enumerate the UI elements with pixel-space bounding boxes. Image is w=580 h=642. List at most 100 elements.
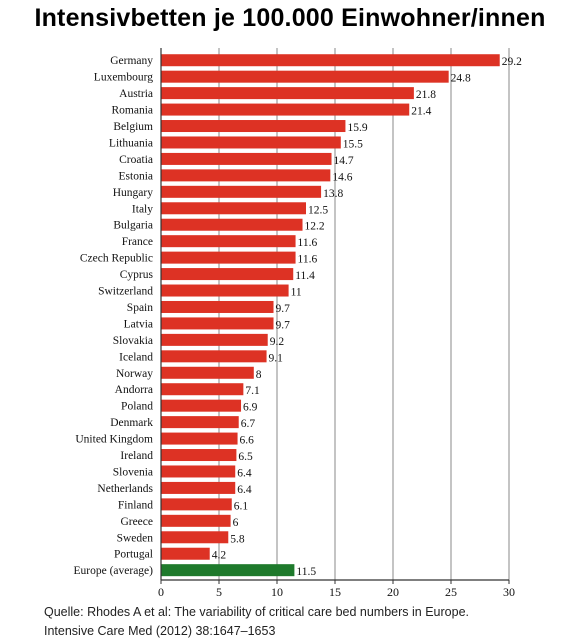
bar	[161, 498, 232, 511]
bar	[161, 87, 414, 100]
value-label: 13.8	[323, 188, 343, 200]
x-tick-label: 5	[216, 585, 222, 599]
category-label: United Kingdom	[75, 434, 153, 446]
value-label: 15.5	[343, 138, 363, 150]
bar	[161, 465, 236, 478]
slide-title: Intensivbetten je 100.000 Einwohner/inne…	[34, 4, 546, 32]
bar	[161, 383, 244, 396]
bar	[161, 531, 229, 544]
source-line-2: Intensive Care Med (2012) 38:1647–1653	[44, 624, 276, 638]
category-label: Belgium	[113, 121, 153, 133]
x-tick-label: 25	[445, 585, 457, 599]
category-label: Austria	[119, 88, 153, 100]
value-label: 11.6	[298, 254, 318, 266]
x-tick-label: 15	[329, 585, 341, 599]
bar	[161, 399, 242, 412]
value-label: 11	[291, 287, 302, 299]
bar	[161, 350, 267, 363]
category-label: Greece	[120, 516, 153, 528]
bar	[161, 202, 306, 215]
bar	[161, 70, 449, 83]
bar	[161, 251, 296, 264]
category-label: Norway	[116, 368, 153, 380]
value-label: 24.8	[451, 73, 471, 85]
value-label: 6.1	[234, 500, 249, 512]
bar	[161, 284, 289, 297]
category-label: Bulgaria	[113, 220, 153, 232]
value-label: 21.8	[416, 89, 436, 101]
value-label: 11.6	[298, 237, 318, 249]
category-label: Sweden	[117, 532, 154, 544]
bar	[161, 103, 410, 116]
value-label: 8	[256, 369, 262, 381]
bar	[161, 169, 331, 182]
bar	[161, 514, 231, 527]
value-label: 6.7	[241, 418, 256, 430]
bar	[161, 547, 210, 560]
value-label: 14.7	[334, 155, 354, 167]
bar	[161, 54, 500, 67]
value-label: 6.4	[237, 484, 252, 496]
category-labels: Germany Luxembourg Austria Romania Belgium Li…	[74, 55, 154, 577]
category-label: Luxembourg	[94, 72, 153, 84]
value-label: 9.2	[270, 336, 285, 348]
value-label: 9.7	[276, 319, 291, 331]
bar	[161, 152, 332, 165]
category-label: Iceland	[119, 351, 153, 363]
value-labels: 29.2 24.8 21.8 21.4 15.9 15.5 14.7 14.6 13.8 12.5…	[212, 56, 522, 578]
category-label: Portugal	[114, 549, 153, 561]
value-label: 6.9	[243, 402, 258, 414]
bar	[161, 300, 274, 313]
bars	[161, 54, 500, 577]
x-tick-label: 0	[158, 585, 164, 599]
source-line-1: Quelle: Rhodes A et al: The variability …	[44, 605, 469, 619]
bar	[161, 333, 268, 346]
category-label: Estonia	[119, 170, 154, 182]
category-label: Croatia	[119, 154, 153, 166]
category-label: Latvia	[124, 318, 153, 330]
value-label: 9.1	[269, 352, 284, 364]
bar	[161, 432, 238, 445]
x-tick-label: 30	[503, 585, 515, 599]
bar	[161, 235, 296, 248]
category-label: Europe (average)	[74, 565, 154, 577]
x-tick-label: 10	[271, 585, 283, 599]
value-label: 4.2	[212, 550, 227, 562]
category-label: Slovakia	[113, 335, 153, 347]
category-label: Denmark	[110, 417, 153, 429]
value-label: 15.9	[347, 122, 367, 134]
category-label: France	[122, 236, 153, 248]
bar	[161, 449, 237, 462]
category-label: Ireland	[120, 450, 153, 462]
category-label: Cyprus	[120, 269, 154, 281]
value-label: 5.8	[230, 533, 245, 545]
category-label: Lithuania	[109, 137, 153, 149]
bar	[161, 317, 274, 330]
x-tick-label: 20	[387, 585, 399, 599]
value-label: 6	[233, 517, 239, 529]
bar	[161, 268, 294, 281]
value-label: 12.2	[305, 221, 325, 233]
bar	[161, 366, 254, 379]
bar	[161, 185, 322, 198]
category-label: Finland	[118, 499, 153, 511]
category-label: Italy	[132, 203, 153, 215]
bar	[161, 120, 346, 133]
value-label: 11.5	[296, 566, 316, 578]
bar	[161, 136, 341, 149]
x-axis: 0 5 10 15 20 25 30	[158, 48, 515, 599]
value-label: 11.4	[295, 270, 315, 282]
bar	[161, 416, 239, 429]
bar	[161, 218, 303, 231]
category-label: Czech Republic	[80, 253, 153, 265]
category-label: Andorra	[115, 384, 153, 396]
value-label: 7.1	[245, 385, 260, 397]
value-label: 9.7	[276, 303, 291, 315]
category-label: Poland	[121, 401, 153, 413]
source-citation: Quelle: Rhodes A et al: The variability …	[44, 603, 469, 641]
category-label: Hungary	[113, 187, 153, 199]
value-label: 6.4	[237, 467, 252, 479]
bar	[161, 481, 236, 494]
value-label: 29.2	[502, 56, 522, 68]
value-label: 14.6	[332, 171, 352, 183]
